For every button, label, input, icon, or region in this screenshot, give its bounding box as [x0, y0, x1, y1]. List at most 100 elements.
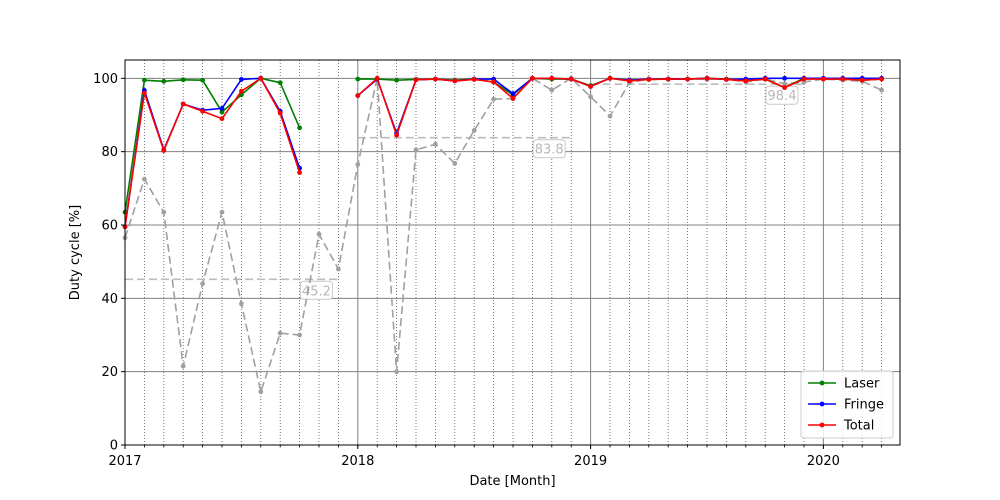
data-point — [180, 77, 186, 83]
legend-swatch-marker — [819, 422, 825, 428]
x-axis-label: Date [Month] — [469, 474, 555, 489]
data-point — [180, 363, 186, 369]
yearly-averages: 45.2 83.8 98.4 — [125, 83, 804, 300]
data-point — [549, 75, 555, 81]
data-point — [355, 93, 361, 98]
data-point — [433, 76, 438, 82]
data-point — [762, 76, 768, 82]
data-point — [549, 87, 555, 93]
data-point — [801, 76, 807, 82]
data-point — [685, 76, 690, 82]
legend-label: Laser — [844, 377, 880, 392]
data-point — [491, 96, 496, 102]
average-label: 45.2 — [302, 284, 331, 299]
data-point — [879, 87, 884, 93]
data-point — [161, 209, 167, 215]
data-point — [588, 84, 593, 89]
average-label: 98.4 — [768, 89, 797, 104]
data-point — [258, 389, 264, 395]
data-point — [336, 266, 341, 272]
data-point — [471, 127, 477, 133]
axis-ticks: 0 20 40 60 80 100 2017 2018 2019 2020 — [93, 72, 882, 469]
data-point — [394, 369, 399, 375]
data-point — [219, 109, 225, 115]
data-point — [239, 301, 244, 307]
data-point — [142, 176, 147, 182]
y-tick-label: 0 — [110, 439, 118, 454]
data-point — [568, 76, 574, 82]
data-point — [510, 91, 516, 97]
data-point — [316, 231, 322, 237]
data-point — [161, 78, 167, 84]
data-point — [510, 96, 516, 101]
legend-box — [800, 370, 894, 439]
legend-swatch-marker — [819, 401, 825, 407]
data-point — [200, 77, 206, 83]
average-label-box — [299, 280, 333, 300]
data-point — [355, 162, 361, 167]
data-point — [161, 148, 167, 154]
data-point — [200, 281, 206, 287]
data-point — [821, 76, 826, 82]
x-tick-label: 2020 — [807, 454, 840, 469]
data-point — [782, 75, 787, 81]
data-point — [452, 78, 458, 84]
average-label-box — [532, 139, 566, 159]
data-point — [859, 77, 865, 83]
x-tick-label: 2019 — [574, 454, 607, 469]
y-tick-label: 100 — [93, 72, 118, 87]
data-point — [258, 75, 264, 81]
data-point — [627, 78, 632, 84]
data-point — [277, 80, 283, 86]
series-line — [357, 77, 882, 136]
data-point — [239, 88, 244, 94]
data-point — [743, 78, 749, 84]
data-point — [297, 170, 302, 176]
data-point — [665, 76, 671, 82]
data-point — [782, 81, 787, 87]
data-point — [239, 77, 244, 82]
x-tick-label: 2017 — [108, 454, 141, 469]
data-point — [180, 101, 186, 107]
legend: Laser Fringe Total — [800, 370, 894, 439]
series-total — [122, 75, 884, 230]
data-point — [277, 330, 283, 336]
data-point — [297, 332, 302, 338]
data-point — [724, 77, 729, 82]
reference-series — [122, 75, 884, 395]
data-point — [219, 209, 225, 215]
legend-label: Total — [843, 419, 874, 434]
data-point — [394, 132, 399, 138]
series-line — [124, 77, 301, 213]
data-point — [200, 108, 206, 114]
data-point — [142, 90, 147, 96]
data-point — [219, 116, 225, 122]
y-tick-label: 20 — [101, 365, 118, 380]
data-point — [607, 113, 613, 119]
plot-frame — [124, 59, 901, 446]
series-line — [124, 77, 301, 227]
data-point — [219, 106, 225, 111]
data-point — [142, 77, 147, 83]
data-point — [704, 75, 710, 81]
data-point — [471, 77, 477, 82]
series-line — [124, 77, 882, 395]
data-point — [413, 147, 419, 153]
data-point — [782, 85, 787, 90]
data-point — [374, 75, 380, 81]
y-tick-label: 60 — [101, 219, 118, 234]
data-point — [394, 77, 399, 83]
data-point — [297, 125, 302, 131]
data-point — [491, 79, 496, 85]
series — [122, 75, 884, 395]
data-point — [277, 110, 283, 116]
x-tick-label: 2018 — [341, 454, 374, 469]
legend-swatch-marker — [819, 380, 825, 386]
data-point — [355, 76, 361, 82]
data-point — [840, 76, 846, 82]
legend-label: Fringe — [844, 398, 884, 413]
data-point — [879, 76, 884, 82]
data-point — [588, 94, 593, 100]
y-tick-label: 80 — [101, 145, 118, 160]
series-line — [357, 76, 882, 138]
